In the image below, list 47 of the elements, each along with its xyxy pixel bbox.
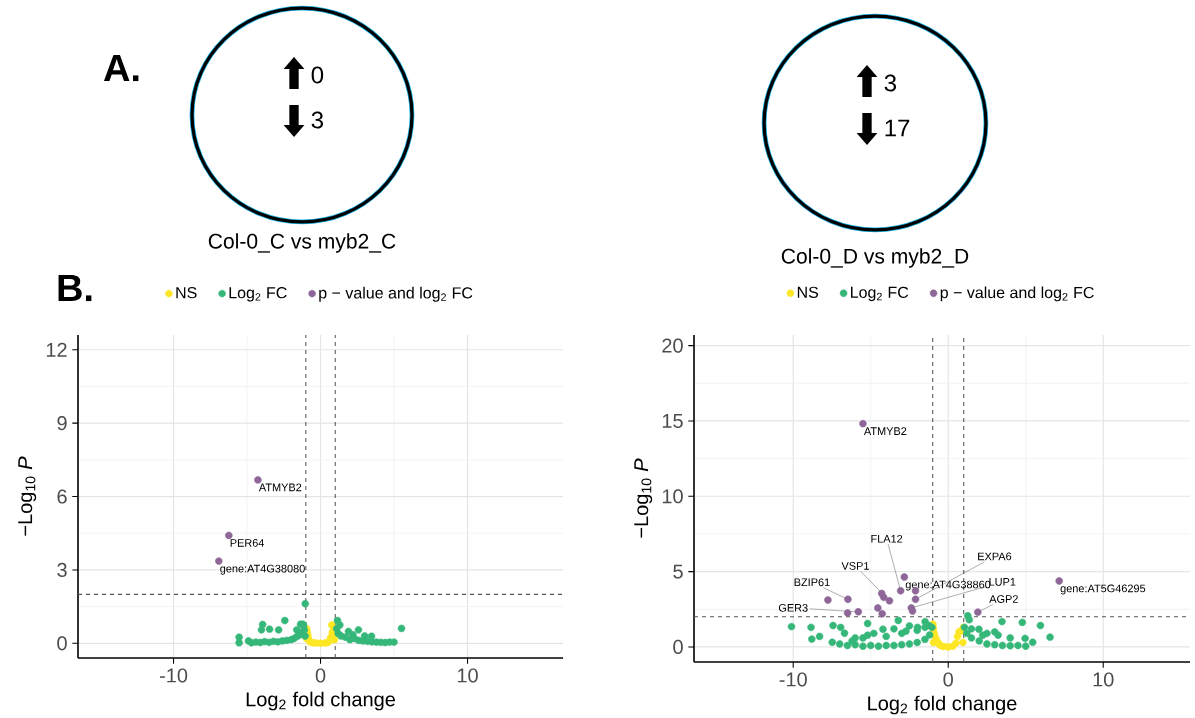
data-label: 3 — [884, 74, 897, 92]
legend-label: NS — [797, 286, 819, 298]
data-label: 0 — [311, 66, 324, 84]
text: B. — [58, 274, 92, 302]
x-tick-label: 10 — [457, 668, 478, 683]
x-tick-label: -10 — [779, 672, 807, 687]
text: Col-0_D vs myb2_D — [781, 248, 969, 268]
y-axis-title: −Log$_{10}$ P — [18, 456, 37, 536]
y-tick-label: 20 — [662, 338, 683, 353]
legend-label: p − value and log$_{2}$ FC — [940, 286, 1094, 302]
y-tick-label: 10 — [662, 489, 683, 504]
annotation: GER3 — [778, 603, 808, 612]
annotation: BZIP61 — [794, 578, 830, 587]
annotation: gene:AT5G46295 — [1060, 584, 1146, 595]
y-axis-title: −Log$_{10}$ P — [634, 458, 653, 538]
text: A. — [103, 54, 139, 82]
y-tick-label: 9 — [57, 416, 67, 431]
annotation: ATMYB2 — [258, 483, 302, 492]
y-tick-label: 0 — [57, 636, 67, 651]
x-tick-label: 0 — [943, 672, 953, 687]
y-tick-label: 5 — [673, 564, 683, 579]
x-tick-label: -10 — [159, 668, 188, 683]
x-axis-title: Log$_{2}$ fold change — [246, 691, 395, 711]
x-axis-title: Log$_{2}$ fold change — [868, 695, 1017, 715]
legend-label: Log$_{2}$ FC — [229, 287, 287, 302]
annotation: AGP2 — [989, 595, 1018, 603]
x-tick-label: 10 — [1093, 672, 1114, 687]
y-tick-label: 15 — [662, 413, 683, 428]
annotation: EXPA6 — [978, 552, 1012, 561]
y-tick-label: 3 — [57, 562, 67, 577]
annotation: gene:AT4G38080 — [220, 564, 305, 575]
annotation: LUP1 — [989, 578, 1016, 586]
legend-label: Log$_{2}$ FC — [851, 286, 909, 302]
y-tick-label: 0 — [673, 639, 683, 655]
annotation: gene:AT4G38860 — [905, 580, 991, 591]
legend-label: p − value and log$_{2}$ FC — [319, 286, 473, 302]
x-tick-label: 0 — [315, 668, 326, 683]
data-label: 17 — [885, 119, 910, 137]
data-label: 3 — [311, 111, 324, 129]
y-tick-label: 12 — [46, 342, 67, 357]
y-tick-label: 6 — [57, 489, 67, 504]
legend-label: NS — [176, 287, 197, 299]
annotation: PER64 — [230, 539, 265, 547]
annotation: ATMYB2 — [863, 427, 907, 435]
annotation: VSP1 — [841, 562, 869, 570]
annotation: FLA12 — [871, 534, 903, 543]
text: Col-0_C vs myb2_C — [208, 233, 396, 253]
